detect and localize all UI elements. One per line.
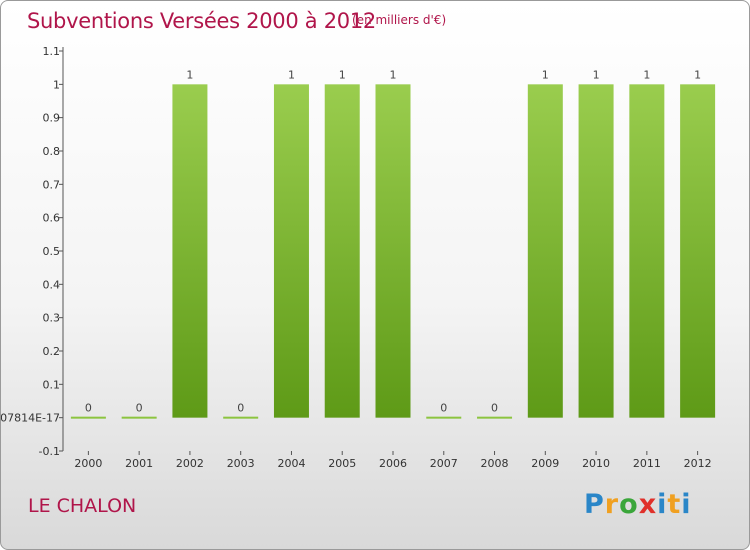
x-tick-label: 2002 (176, 457, 204, 470)
y-tick-label: 0.5 (43, 245, 61, 258)
data-label: 1 (643, 68, 650, 81)
x-tick-label: 2003 (227, 457, 255, 470)
x-tick-label: 2010 (582, 457, 610, 470)
data-label: 0 (491, 402, 498, 415)
bar-2012 (680, 84, 716, 418)
y-tick-label: 0.1 (43, 378, 61, 391)
bar-2005 (324, 84, 360, 418)
y-tick-label: 1.1 (43, 45, 61, 58)
data-label: 0 (85, 402, 92, 415)
data-label: 1 (186, 68, 193, 81)
x-tick-label: 2008 (481, 457, 509, 470)
y-tick-label: 1.3877787807814E-17 (1, 412, 60, 425)
y-tick-label: 0.4 (43, 278, 61, 291)
x-tick-label: 2011 (633, 457, 661, 470)
y-tick-label: 0.8 (43, 145, 61, 158)
data-label: 0 (136, 402, 143, 415)
y-tick-label: 0.3 (43, 312, 61, 325)
x-tick-label: 2006 (379, 457, 407, 470)
bar-2004 (273, 84, 309, 418)
data-label: 1 (542, 68, 549, 81)
bar-2003 (223, 416, 259, 419)
data-label: 1 (288, 68, 295, 81)
data-label: 1 (390, 68, 397, 81)
bar-2009 (527, 84, 563, 418)
x-tick-label: 2001 (125, 457, 153, 470)
bar-2007 (426, 416, 462, 419)
commune-name: LE CHALON (28, 495, 137, 517)
bar-2002 (172, 84, 208, 418)
bar-2000 (70, 416, 106, 419)
bar-2010 (578, 84, 614, 418)
data-labels: 0 0 1 0 1 1 1 0 0 1 1 1 1 (85, 68, 701, 414)
x-tick-label: 2009 (531, 457, 559, 470)
chart-title: Subventions Versées 2000 à 2012 (27, 9, 376, 33)
data-label: 0 (440, 402, 447, 415)
bar-2011 (629, 84, 665, 418)
y-tick-label: -0.1 (39, 445, 60, 458)
x-tick-label: 2005 (328, 457, 356, 470)
y-tick-label: 0.2 (43, 345, 61, 358)
chart-subtitle: (en milliers d'€) (352, 13, 447, 27)
data-label: 1 (339, 68, 346, 81)
x-tick-label: 2007 (430, 457, 458, 470)
y-tick-label: 0.9 (43, 112, 61, 125)
data-label: 1 (593, 68, 600, 81)
data-label: 0 (237, 402, 244, 415)
bar-2006 (375, 84, 411, 418)
x-tick-label: 2000 (74, 457, 102, 470)
x-tick-label: 2012 (684, 457, 712, 470)
axes: -0.1 1.3877787807814E-17 0.1 0.2 0.3 0.4 0.5 0.… (1, 45, 712, 470)
y-tick-label: 0.6 (43, 212, 61, 225)
proxiti-logo: Proxiti (584, 489, 692, 520)
data-label: 1 (694, 68, 701, 81)
bar-2008 (477, 416, 513, 419)
y-tick-label: 1 (53, 78, 60, 91)
bars (70, 84, 716, 419)
y-tick-label: 0.7 (43, 178, 61, 191)
bar-2001 (121, 416, 157, 419)
x-tick-label: 2004 (277, 457, 305, 470)
